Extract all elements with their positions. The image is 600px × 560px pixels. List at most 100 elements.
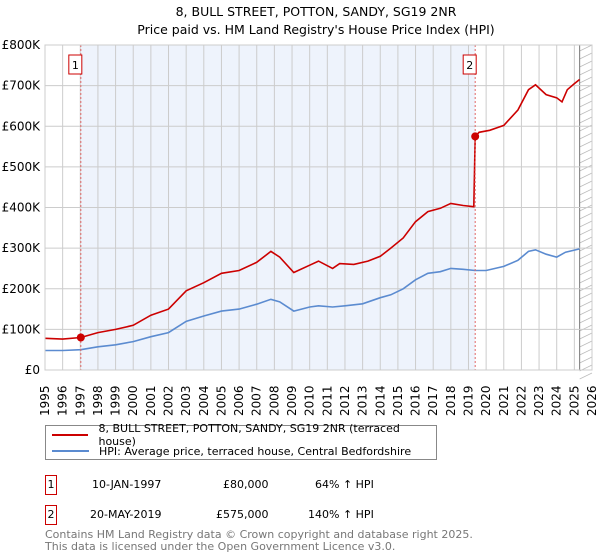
hatch-line [579, 284, 593, 292]
x-tick-label: 2015 [391, 385, 405, 416]
hatch-line [579, 68, 593, 76]
hatch-line [579, 148, 593, 156]
x-tick-label: 2007 [250, 385, 264, 416]
x-tick-label: 2014 [373, 385, 387, 416]
y-tick-label: £700K [2, 79, 42, 93]
legend-swatch-red [52, 434, 89, 436]
transaction-price: £575,000 [216, 508, 269, 521]
x-tick-label: 2003 [179, 385, 193, 416]
hatch-line [579, 372, 593, 380]
footer: Contains HM Land Registry data © Crown c… [45, 529, 473, 552]
transaction-row: 2 20-MAY-2019 £575,000 140% ↑ HPI [45, 505, 445, 527]
x-tick-label: 2002 [162, 385, 176, 416]
transaction-date: 10-JAN-1997 [92, 478, 162, 491]
property-price-line [44, 78, 581, 340]
x-tick-label: 2020 [479, 385, 493, 416]
legend: 8, BULL STREET, POTTON, SANDY, SG19 2NR … [45, 422, 437, 460]
footer-copyright: Contains HM Land Registry data © Crown c… [45, 528, 473, 541]
x-tick-label: 1999 [109, 385, 123, 416]
y-tick-label: £800K [2, 38, 42, 52]
y-tick-label: £100K [2, 322, 42, 336]
hatch-line [579, 156, 593, 164]
x-tick-label: 2004 [197, 385, 211, 416]
x-tick-label: 2012 [338, 385, 352, 416]
x-tick-label: 2011 [320, 385, 334, 416]
x-tick-label: 2000 [126, 385, 140, 416]
plot-border [44, 44, 593, 371]
hatch-line [579, 44, 593, 52]
x-tick-label: 1998 [91, 385, 105, 416]
y-tick-label: £500K [2, 160, 42, 174]
chart-title: 8, BULL STREET, POTTON, SANDY, SG19 2NR [176, 4, 457, 19]
x-tick-label: 2008 [267, 385, 281, 416]
transaction-price: £80,000 [223, 478, 269, 491]
sale-point [471, 132, 480, 141]
x-tick-label: 2013 [356, 385, 370, 416]
y-tick-label: £300K [2, 241, 42, 255]
hatch-line [579, 276, 593, 284]
x-tick-label: 2018 [444, 385, 458, 416]
price-chart: 8, BULL STREET, POTTON, SANDY, SG19 2NR … [2, 4, 599, 416]
hatch-line [579, 268, 593, 276]
marker-badge [462, 54, 477, 75]
y-tick-label: £0 [25, 363, 40, 377]
hatch-line [579, 324, 593, 332]
hatch-line [579, 140, 593, 148]
hatch-line [579, 308, 593, 316]
x-tick-label: 1996 [56, 385, 70, 416]
x-tick-label: 2001 [144, 385, 158, 416]
x-tick-label: 2022 [514, 385, 528, 416]
legend-swatch-blue [52, 450, 89, 452]
x-tick-label: 2009 [285, 385, 299, 416]
marker-badge [68, 54, 83, 75]
hatch-line [579, 340, 593, 348]
x-tick-label: 2024 [550, 385, 564, 416]
y-tick-label: £600K [2, 119, 42, 133]
hatch-line [579, 164, 593, 172]
legend-label: 8, BULL STREET, POTTON, SANDY, SG19 2NR … [98, 422, 400, 448]
x-tick-label: 2006 [232, 385, 246, 416]
x-tick-label: 2005 [214, 385, 228, 416]
hatch-line [579, 196, 593, 204]
marker-badge-label: 2 [466, 59, 473, 72]
hatch-line [579, 76, 593, 84]
transaction-hpi: 140% ↑ HPI [308, 508, 374, 521]
hatch-line [579, 316, 593, 324]
hatch-line [579, 60, 593, 68]
x-tick-label: 1995 [38, 385, 52, 416]
transaction-row: 1 10-JAN-1997 £80,000 64% ↑ HPI [45, 475, 445, 497]
sale-point [76, 333, 85, 342]
hatch-line [579, 228, 593, 236]
hatch-line [579, 100, 593, 108]
hatch-line [579, 116, 593, 124]
hatch-line [579, 212, 593, 220]
hatch-line [579, 52, 593, 60]
marker-badge: 2 [45, 505, 57, 525]
hatch-line [579, 180, 593, 188]
hatch-line [579, 332, 593, 340]
hpi-line [45, 248, 580, 352]
hatch-line [579, 92, 593, 100]
hatch-line [579, 172, 593, 180]
marker-badge: 1 [45, 475, 57, 495]
chart-subtitle: Price paid vs. HM Land Registry's House … [137, 22, 494, 37]
hatch-line [579, 236, 593, 244]
hatch-line [579, 300, 593, 308]
hatch-line [579, 108, 593, 116]
x-tick-label: 2019 [461, 385, 475, 416]
footer-licence: This data is licensed under the Open Gov… [45, 539, 396, 553]
x-tick-label: 2010 [303, 385, 317, 416]
legend-label: HPI: Average price, terraced house, Cent… [99, 444, 412, 458]
marker-badge-label: 1 [72, 59, 79, 72]
legend-item-property: 8, BULL STREET, POTTON, SANDY, SG19 2NR … [52, 422, 436, 448]
legend-item-hpi: HPI: Average price, terraced house, Cent… [52, 443, 411, 459]
hatch-line [579, 132, 593, 140]
hatch-line [579, 356, 593, 364]
y-tick-label: £200K [2, 282, 42, 296]
transaction-date: 20-MAY-2019 [90, 508, 162, 521]
hatch-line [579, 260, 593, 268]
x-tick-label: 2016 [409, 385, 423, 416]
x-tick-label: 2021 [497, 385, 511, 416]
hatch-line [579, 188, 593, 196]
